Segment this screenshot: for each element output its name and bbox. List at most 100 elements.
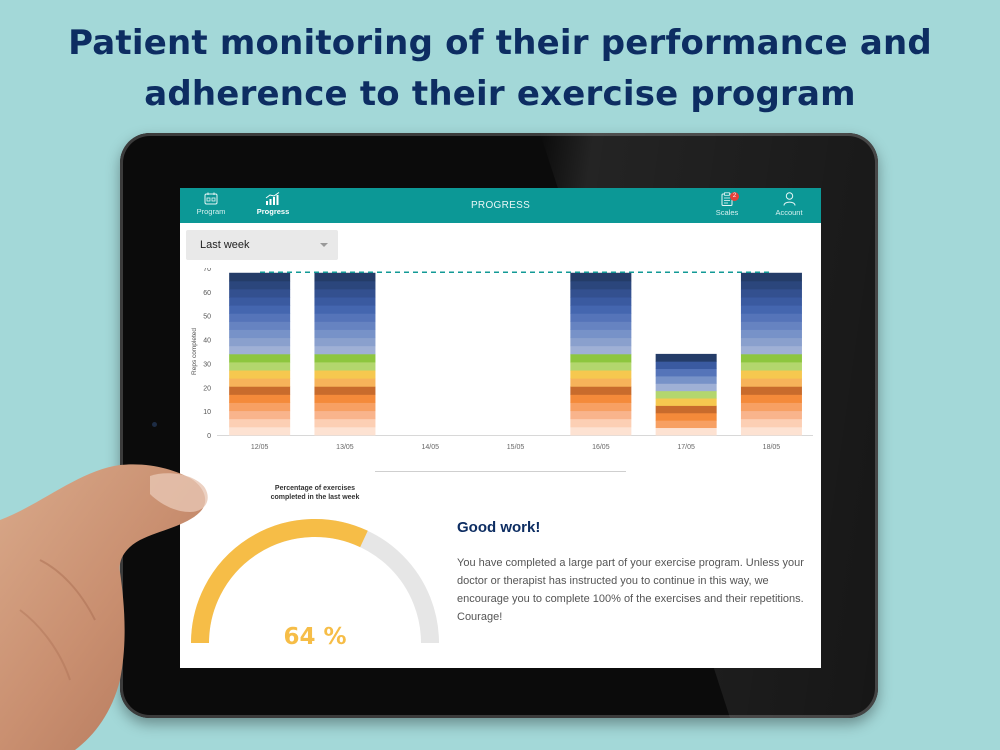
bar-segment <box>229 297 291 306</box>
bar-segment <box>570 288 632 298</box>
headline: Patient monitoring of their performance … <box>0 18 1000 120</box>
y-tick-label: 50 <box>203 314 211 321</box>
bar-segment <box>740 410 802 420</box>
bar-segment <box>740 280 802 290</box>
reps-bar-chart: 0 10 20 30 40 50 60 70 Reps completed 12/05 13/05 1… <box>191 268 813 451</box>
headline-line-1: Patient monitoring of their performance … <box>68 23 932 63</box>
bar-segment <box>740 321 802 330</box>
y-tick-label: 40 <box>203 338 211 345</box>
period-dropdown[interactable]: Last week <box>186 230 338 260</box>
bar-segment <box>229 426 291 436</box>
period-dropdown-value: Last week <box>200 239 250 251</box>
bar-segment <box>740 361 802 371</box>
bar-segment <box>570 313 632 322</box>
bar-segment <box>229 370 291 379</box>
x-tick-label: 15/05 <box>507 444 525 451</box>
bar-segment <box>740 394 802 403</box>
bar-segment <box>655 390 717 399</box>
bar-segment <box>570 386 632 395</box>
bar-segment <box>655 405 717 414</box>
bar-segment <box>655 412 717 421</box>
nav-progress[interactable]: Progress <box>243 192 303 216</box>
bar-segment <box>229 402 291 412</box>
y-tick-label: 60 <box>203 290 211 297</box>
y-axis-label: Reps completed <box>191 328 198 375</box>
bar-segment <box>740 288 802 298</box>
bar-segment <box>229 353 291 363</box>
bar-segment <box>655 420 717 429</box>
gauge-value: 64 % <box>283 624 347 650</box>
bar-segment <box>229 394 291 403</box>
camera-icon <box>152 422 157 427</box>
bar-segment <box>229 337 291 347</box>
bar-segment <box>229 361 291 371</box>
bar-segment <box>570 280 632 290</box>
nav-program[interactable]: Program <box>181 192 241 216</box>
bar-segment <box>740 370 802 379</box>
bar-segment <box>229 345 291 355</box>
bar-segment <box>314 361 376 371</box>
bar-segment <box>229 418 291 428</box>
bar-segment <box>314 378 376 387</box>
top-navigation-bar: Program Progress PROGRESS 2 Scales <box>180 188 821 223</box>
nav-program-label: Program <box>196 207 226 216</box>
bar-segment <box>740 337 802 347</box>
bar-segment <box>740 353 802 363</box>
bar-segment <box>570 353 632 363</box>
message-title: Good work! <box>457 519 541 536</box>
bar-segment <box>570 329 632 339</box>
bar-segment <box>740 418 802 428</box>
bar-segment <box>570 337 632 347</box>
bar-segment <box>570 297 632 306</box>
bar-segment <box>314 394 376 403</box>
nav-scales[interactable]: 2 Scales <box>697 192 757 217</box>
bar-segment <box>314 272 376 282</box>
message-body: You have completed a large part of your … <box>457 557 804 623</box>
bar-segment <box>655 353 717 362</box>
bar-segment <box>570 378 632 387</box>
bar-segment <box>314 288 376 298</box>
bar-segment <box>229 329 291 339</box>
bar-segment <box>314 353 376 363</box>
bar-segment <box>229 386 291 395</box>
bar-segment <box>570 272 632 282</box>
gauge-title-line-1: Percentage of exercises <box>274 485 356 492</box>
bar-segment <box>229 305 291 314</box>
bar-segment <box>314 426 376 436</box>
bar-segment <box>314 418 376 428</box>
scales-badge: 2 <box>730 192 739 201</box>
y-tick-label: 10 <box>203 409 211 416</box>
headline-line-2: adherence to their exercise program <box>144 74 856 114</box>
bar-segment <box>229 321 291 330</box>
bar-segment <box>740 305 802 314</box>
page-title: PROGRESS <box>470 200 531 211</box>
y-tick-label: 20 <box>203 385 211 392</box>
bar-segment <box>570 426 632 436</box>
bar-segment <box>229 272 291 282</box>
nav-account[interactable]: Account <box>759 192 819 217</box>
bar-segment <box>229 378 291 387</box>
bar-segment <box>314 410 376 420</box>
bar-segment <box>740 378 802 387</box>
x-tick-label: 18/05 <box>763 444 781 451</box>
bar-segment <box>740 345 802 355</box>
y-tick-label: 0 <box>207 433 211 440</box>
bar-segment <box>655 376 717 384</box>
bar-segment <box>314 305 376 314</box>
bar-segment <box>314 337 376 347</box>
bar-segment <box>740 426 802 436</box>
calendar-icon <box>204 192 218 205</box>
nav-progress-label: Progress <box>256 207 290 216</box>
bar-segment <box>314 345 376 355</box>
bar-segment <box>570 321 632 330</box>
bar-segment <box>570 394 632 403</box>
bar-segment <box>570 345 632 355</box>
bar-segment <box>655 398 717 406</box>
bar-segment <box>229 410 291 420</box>
chart-divider <box>375 471 626 472</box>
bar-segment <box>314 297 376 306</box>
nav-scales-label: Scales <box>715 208 739 217</box>
bar-segment <box>655 361 717 370</box>
bar-segment <box>314 280 376 290</box>
bar-segment <box>229 280 291 290</box>
